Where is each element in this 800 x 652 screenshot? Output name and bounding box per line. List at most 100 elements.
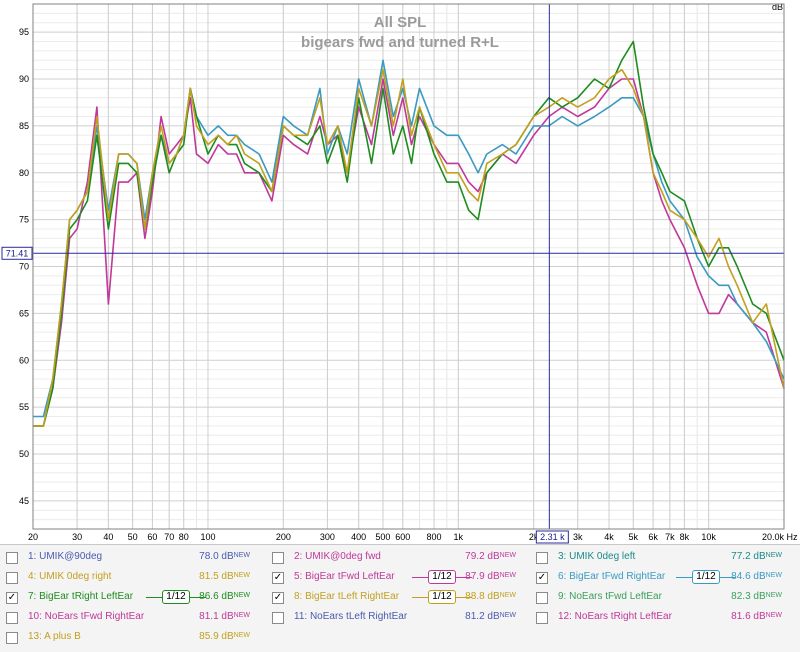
y-tick-label: 60 [19,355,29,365]
x-tick-label: 4k [604,532,614,542]
legend-value: 85.9 dBNEW [199,630,250,644]
new-badge: NEW [499,572,516,579]
legend-value: 78.0 dBNEW [199,550,250,564]
chart-subtitle: bigears fwd and turned R+L [301,34,499,51]
new-badge: NEW [233,592,250,599]
new-badge: NEW [765,552,782,559]
x-tick-label: 5k [629,532,639,542]
legend-value-text: 79.2 dB [465,551,500,562]
legend-item[interactable]: 1: UMIK@90deg 78.0 dBNEW [6,550,250,568]
y-tick-label: 85 [19,121,29,131]
legend-value-text: 87.9 dB [465,571,500,582]
series-line [33,68,785,427]
series-lines [33,40,785,427]
new-badge: NEW [765,612,782,619]
legend-value-text: 85.9 dB [199,631,234,642]
legend-item[interactable]: 2: UMIK@0deg fwd 79.2 dBNEW [272,550,516,568]
new-badge: NEW [233,572,250,579]
x-tick-label: 200 [276,532,291,542]
legend-label: 13: A plus B [28,631,81,642]
x-tick-label: 1k [454,532,464,542]
new-badge: NEW [499,612,516,619]
smoothing-label: 1/12 [692,570,720,584]
new-badge: NEW [499,552,516,559]
trace-checkbox[interactable] [6,632,18,644]
x-tick-label: 2k [529,532,539,542]
legend-item[interactable]: ✓ 6: BigEar tFwd RightEar 1/12 84.6 dBNEW [536,570,782,588]
trace-checkbox[interactable] [536,592,548,604]
smoothing-indicator[interactable]: 1/12 [676,570,736,584]
x-tick-label: 3k [573,532,583,542]
new-badge: NEW [233,552,250,559]
x-tick-label: 20 [28,532,38,542]
spl-chart[interactable]: 20 30 40 50 60 70 80 100 200 300 400 500 600 800 1k 2k 3… [0,0,800,544]
legend-item[interactable]: 11: NoEars tLeft RightEar 81.2 dBNEW [272,610,516,628]
trace-checkbox[interactable] [536,552,548,564]
trace-checkbox[interactable] [272,612,284,624]
legend-label: 2: UMIK@0deg fwd [294,551,381,562]
legend-panel: 1: UMIK@90deg 78.0 dBNEW 2: UMIK@0deg fwd 7… [0,544,800,652]
y-tick-label: 45 [19,496,29,506]
legend-value: 88.8 dBNEW [465,590,516,604]
y-tick-label: 95 [19,27,29,37]
y-tick-label: 55 [19,402,29,412]
x-tick-label: 80 [179,532,189,542]
x-tick-label: 500 [375,532,390,542]
legend-item[interactable]: ✓ 8: BigEar tLeft RightEar 1/12 88.8 dBNEW [272,590,516,608]
x-tick-label: 300 [320,532,335,542]
chart-title: All SPL [374,14,427,31]
smoothing-indicator[interactable]: 1/12 [412,590,472,604]
legend-value-text: 81.1 dB [199,611,234,622]
legend-label: 6: BigEar tFwd RightEar [558,571,666,582]
smoothing-label: 1/12 [162,590,190,604]
smoothing-indicator[interactable]: 1/12 [146,590,206,604]
x-tick-label: 100 [200,532,215,542]
y-axis-unit: dB [772,2,783,12]
legend-item[interactable]: ✓ 5: BigEar tFwd LeftEar 1/12 87.9 dBNEW [272,570,516,588]
trace-checkbox[interactable]: ✓ [6,592,18,604]
y-tick-labels: 45 50 55 60 65 70 75 80 85 90 95 [19,27,29,506]
smoothing-indicator[interactable]: 1/12 [412,570,472,584]
trace-checkbox[interactable] [6,552,18,564]
legend-item[interactable]: 3: UMIK 0deg left 77.2 dBNEW [536,550,782,568]
legend-label: 3: UMIK 0deg left [558,551,636,562]
new-badge: NEW [233,632,250,639]
legend-label: 5: BigEar tFwd LeftEar [294,571,395,582]
trace-checkbox[interactable] [6,612,18,624]
trace-checkbox[interactable]: ✓ [272,572,284,584]
legend-value: 82.3 dBNEW [731,590,782,604]
legend-item[interactable]: 4: UMIK 0deg right 81.5 dBNEW [6,570,250,588]
legend-value-text: 78.0 dB [199,551,234,562]
legend-value-text: 81.2 dB [465,611,500,622]
x-tick-label: 10k [701,532,716,542]
trace-checkbox[interactable] [536,612,548,624]
cursor[interactable]: 71.41 2.31 k [1,4,784,544]
cursor-x-readout: 2.31 k [540,532,565,542]
x-tick-label: 40 [103,532,113,542]
new-badge: NEW [765,592,782,599]
legend-label: 9: NoEars tFwd LeftEar [558,591,662,602]
legend-item[interactable]: 10: NoEars tFwd RightEar 81.1 dBNEW [6,610,250,628]
x-tick-labels: 20 30 40 50 60 70 80 100 200 300 400 500 600 800 1k 2k 3… [28,532,798,542]
legend-value-text: 81.5 dB [199,571,234,582]
legend-value-text: 84.6 dB [731,571,766,582]
legend-label: 7: BigEar tRight LeftEar [28,591,134,602]
legend-item[interactable]: 13: A plus B 85.9 dBNEW [6,630,250,648]
legend-item[interactable]: ✓ 7: BigEar tRight LeftEar 1/12 86.6 dBNEW [6,590,250,608]
x-tick-label: 800 [427,532,442,542]
trace-checkbox[interactable]: ✓ [272,592,284,604]
smoothing-label: 1/12 [428,590,456,604]
x-tick-label: 50 [128,532,138,542]
trace-checkbox[interactable] [6,572,18,584]
new-badge: NEW [233,612,250,619]
x-tick-label: 60 [147,532,157,542]
x-tick-label: 8k [680,532,690,542]
legend-value-text: 86.6 dB [199,591,234,602]
trace-checkbox[interactable] [272,552,284,564]
legend-item[interactable]: 9: NoEars tFwd LeftEar 82.3 dBNEW [536,590,782,608]
legend-item[interactable]: 12: NoEars tRight LeftEar 81.6 dBNEW [536,610,782,628]
cursor-y-readout-box [1,246,33,260]
trace-checkbox[interactable]: ✓ [536,572,548,584]
legend-value: 81.2 dBNEW [465,610,516,624]
legend-label: 12: NoEars tRight LeftEar [558,611,672,622]
